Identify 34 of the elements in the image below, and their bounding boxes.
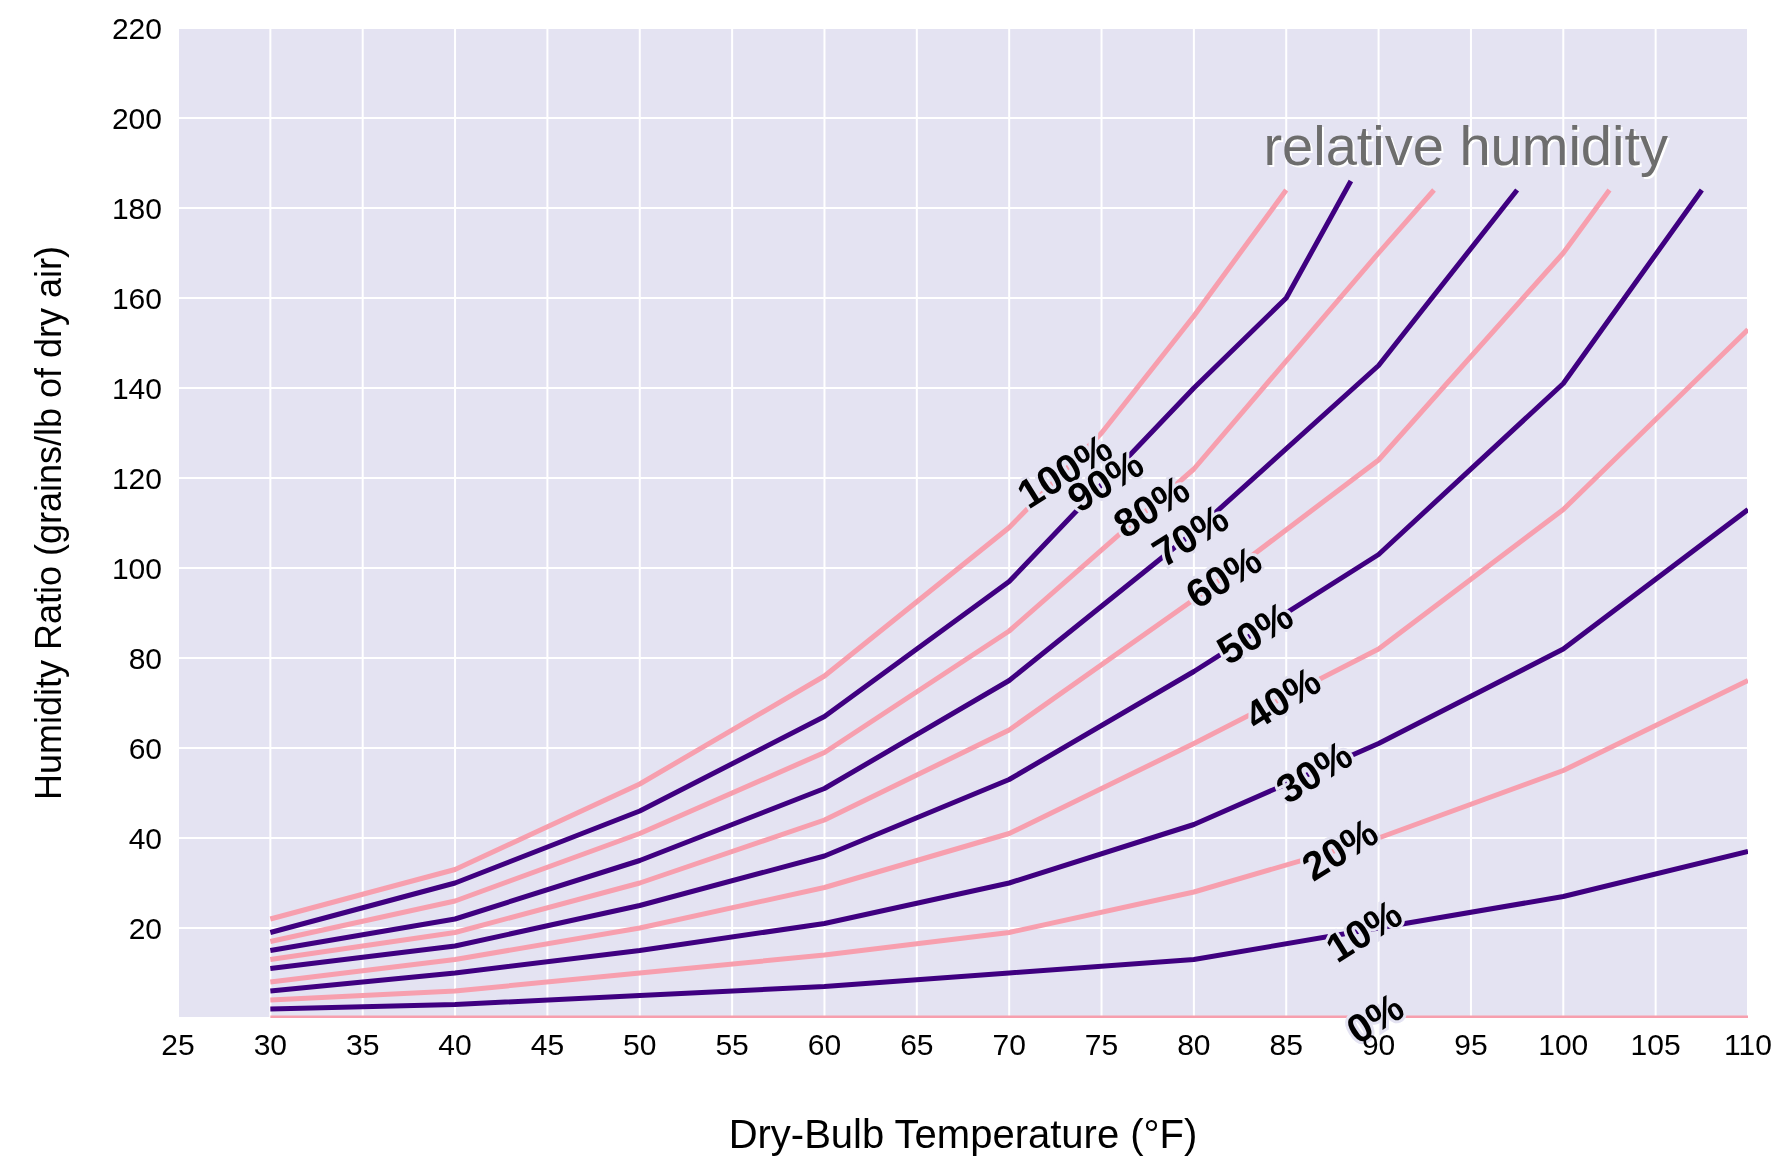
x-axis-title: Dry-Bulb Temperature (°F) <box>728 1112 1198 1156</box>
x-tick-label: 55 <box>715 1028 749 1062</box>
x-tick-label: 60 <box>807 1028 842 1062</box>
annotation: 30% <box>1268 731 1360 812</box>
y-tick-label: 120 <box>111 461 162 495</box>
y-tick-label: 180 <box>111 191 162 225</box>
x-tick-label: 25 <box>161 1028 195 1062</box>
x-tick-label: 35 <box>346 1028 380 1062</box>
x-tick-label: 50 <box>623 1028 657 1062</box>
x-tick-label: 30 <box>253 1028 288 1062</box>
y-tick-label: 60 <box>128 731 162 765</box>
x-tick-label: 45 <box>530 1028 565 1062</box>
annotation: 20% <box>1294 809 1386 890</box>
x-tick-label: 40 <box>438 1028 472 1062</box>
x-tick-label: 75 <box>1084 1028 1119 1062</box>
x-tick-label: 95 <box>1454 1028 1488 1062</box>
x-tick-label: 70 <box>992 1028 1026 1062</box>
x-tick-label: 100 <box>1538 1028 1589 1062</box>
y-tick-label: 80 <box>128 641 162 675</box>
x-tick-label: 105 <box>1630 1028 1681 1062</box>
y-tick-label: 100 <box>111 551 162 585</box>
x-tick-label: 85 <box>1269 1028 1303 1062</box>
y-tick-label: 20 <box>128 911 162 945</box>
y-tick-label: 40 <box>128 821 162 855</box>
x-tick-label: 80 <box>1177 1028 1211 1062</box>
annotation: relative humidity <box>1263 113 1668 178</box>
annotation: 10% <box>1318 890 1410 971</box>
y-tick-label: 200 <box>111 101 162 135</box>
x-tick-label: 110 <box>1724 1028 1772 1062</box>
y-axis-title: Humidity Ratio (grains/lb of dry air) <box>27 245 69 801</box>
y-tick-label: 220 <box>111 11 162 45</box>
x-tick-label: 65 <box>900 1028 934 1062</box>
y-tick-label: 140 <box>111 371 162 405</box>
y-tick-label: 160 <box>111 281 162 315</box>
